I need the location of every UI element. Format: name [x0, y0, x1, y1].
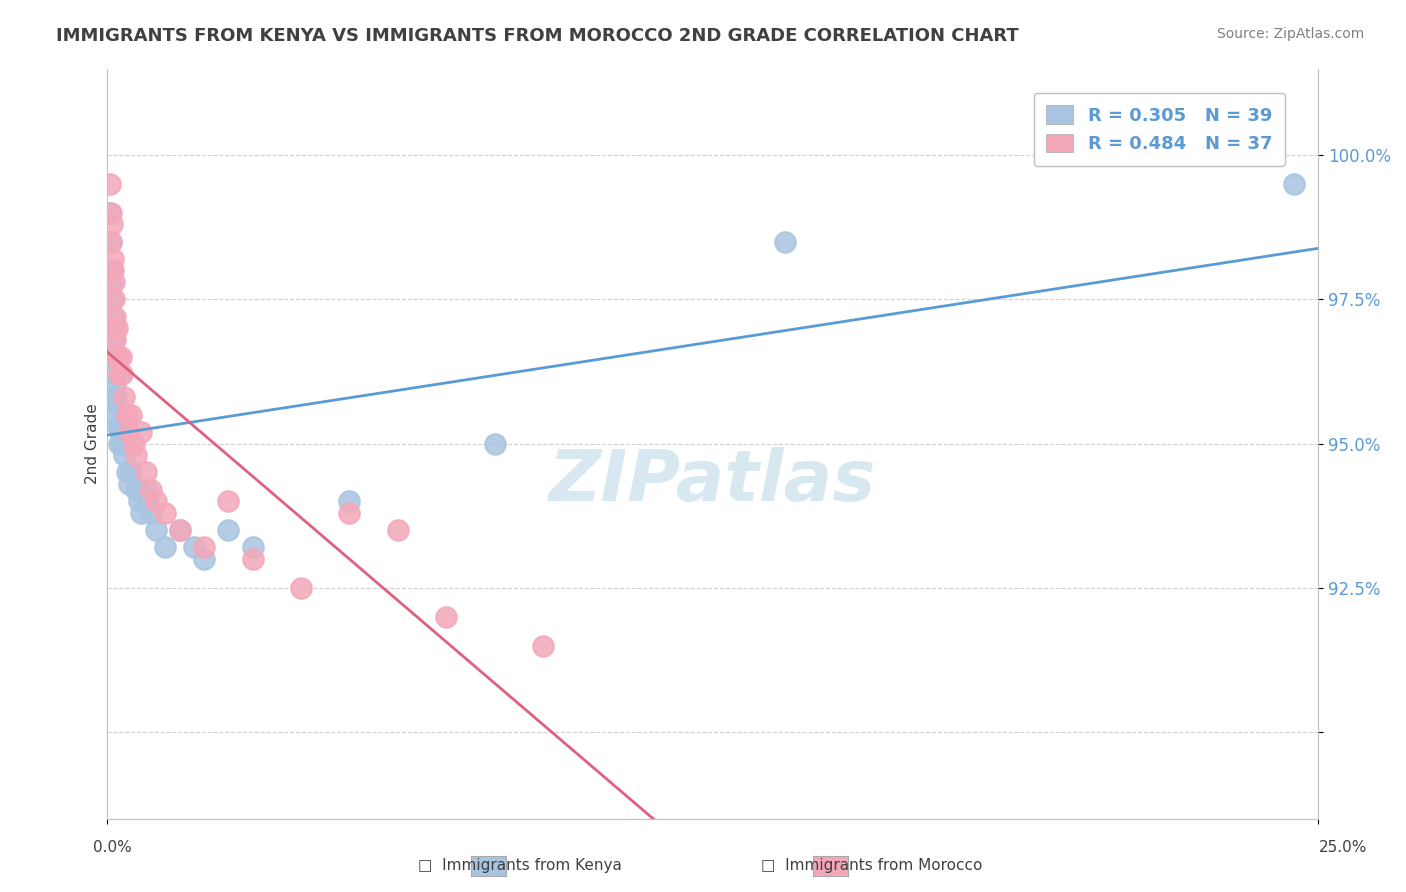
- Point: [108, 368, 131, 382]
- Text: IMMIGRANTS FROM KENYA VS IMMIGRANTS FROM MOROCCO 2ND GRADE CORRELATION CHART: IMMIGRANTS FROM KENYA VS IMMIGRANTS FROM…: [56, 27, 1019, 45]
- Point: [434, 609, 457, 624]
- Point: [100, 263, 122, 277]
- Point: [484, 436, 506, 450]
- Point: [139, 483, 162, 497]
- Text: □  Immigrants from Kenya: □ Immigrants from Kenya: [418, 858, 623, 872]
- Point: [145, 523, 167, 537]
- Point: [531, 639, 554, 653]
- Point: [169, 523, 191, 537]
- Point: [135, 483, 157, 497]
- Point: [217, 494, 239, 508]
- Point: [104, 321, 127, 335]
- Point: [242, 552, 264, 566]
- Legend: R = 0.305   N = 39, R = 0.484   N = 37: R = 0.305 N = 39, R = 0.484 N = 37: [1033, 93, 1285, 166]
- Text: □  Immigrants from Morocco: □ Immigrants from Morocco: [761, 858, 983, 872]
- Point: [128, 494, 150, 508]
- Point: [111, 368, 134, 382]
- Point: [125, 483, 148, 497]
- Point: [112, 391, 135, 405]
- Point: [339, 506, 361, 520]
- Point: [103, 350, 125, 364]
- Point: [103, 368, 125, 382]
- Point: [775, 235, 797, 249]
- Point: [108, 436, 131, 450]
- Point: [104, 408, 127, 422]
- Text: ZIPatlas: ZIPatlas: [550, 447, 876, 516]
- Point: [193, 552, 215, 566]
- Point: [101, 252, 124, 266]
- Point: [125, 448, 148, 462]
- Point: [104, 379, 127, 393]
- Text: Source: ZipAtlas.com: Source: ZipAtlas.com: [1216, 27, 1364, 41]
- Point: [145, 494, 167, 508]
- Point: [155, 541, 177, 555]
- Point: [101, 293, 124, 307]
- Point: [135, 466, 157, 480]
- Point: [101, 263, 124, 277]
- Point: [1282, 177, 1305, 191]
- Point: [115, 408, 138, 422]
- Point: [100, 235, 122, 249]
- Point: [112, 448, 135, 462]
- Point: [115, 466, 138, 480]
- Point: [111, 436, 134, 450]
- Point: [193, 541, 215, 555]
- Point: [105, 396, 128, 410]
- Point: [169, 523, 191, 537]
- Text: 0.0%: 0.0%: [93, 840, 132, 855]
- Point: [98, 177, 121, 191]
- Point: [217, 523, 239, 537]
- Point: [129, 506, 152, 520]
- Point: [387, 523, 409, 537]
- Point: [98, 206, 121, 220]
- Point: [101, 321, 124, 335]
- Point: [129, 425, 152, 439]
- Point: [110, 350, 132, 364]
- Point: [100, 206, 122, 220]
- Point: [121, 408, 143, 422]
- Point: [107, 419, 129, 434]
- Point: [121, 466, 143, 480]
- Text: 25.0%: 25.0%: [1319, 840, 1367, 855]
- Point: [242, 541, 264, 555]
- Y-axis label: 2nd Grade: 2nd Grade: [86, 403, 100, 484]
- Point: [107, 350, 129, 364]
- Point: [118, 477, 141, 491]
- Point: [138, 494, 160, 508]
- Point: [105, 321, 128, 335]
- Point: [104, 350, 127, 364]
- Point: [339, 494, 361, 508]
- Point: [103, 333, 125, 347]
- Point: [103, 293, 125, 307]
- Point: [104, 391, 127, 405]
- Point: [155, 506, 177, 520]
- Point: [100, 235, 122, 249]
- Point: [183, 541, 205, 555]
- Point: [101, 217, 124, 231]
- Point: [139, 506, 162, 520]
- Point: [104, 333, 127, 347]
- Point: [118, 425, 141, 439]
- Point: [103, 310, 125, 324]
- Point: [290, 581, 312, 595]
- Point: [103, 275, 125, 289]
- Point: [101, 310, 124, 324]
- Point: [110, 425, 132, 439]
- Point: [122, 436, 145, 450]
- Point: [100, 275, 122, 289]
